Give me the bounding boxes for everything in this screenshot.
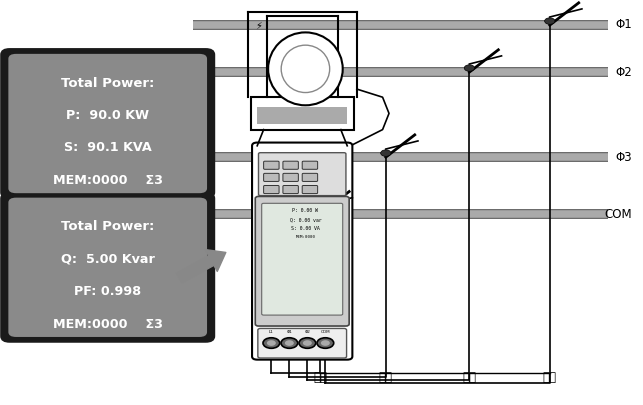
FancyBboxPatch shape: [283, 173, 298, 181]
FancyBboxPatch shape: [2, 50, 213, 197]
Text: COM: COM: [321, 330, 330, 334]
Text: Φ3: Φ3: [615, 151, 632, 164]
FancyBboxPatch shape: [264, 173, 279, 181]
Circle shape: [267, 340, 276, 346]
Text: L1: L1: [269, 330, 274, 334]
FancyBboxPatch shape: [255, 196, 349, 326]
Text: Φ2: Φ2: [304, 330, 311, 334]
Circle shape: [321, 340, 330, 346]
FancyBboxPatch shape: [257, 107, 347, 124]
FancyBboxPatch shape: [258, 328, 347, 358]
FancyBboxPatch shape: [264, 185, 279, 194]
Circle shape: [285, 340, 294, 346]
Text: MEM:0000    Σ3: MEM:0000 Σ3: [53, 174, 163, 187]
FancyBboxPatch shape: [251, 97, 354, 130]
Text: S: 0.00 VA: S: 0.00 VA: [291, 226, 320, 231]
Text: Q:  5.00 Kvar: Q: 5.00 Kvar: [61, 253, 154, 266]
FancyArrowPatch shape: [177, 249, 226, 283]
Text: S:  90.1 KVA: S: 90.1 KVA: [64, 141, 152, 154]
Circle shape: [381, 150, 391, 156]
FancyBboxPatch shape: [302, 185, 318, 194]
Text: Φ1: Φ1: [615, 18, 632, 31]
Text: 黑色: 黑色: [313, 371, 327, 384]
Circle shape: [464, 65, 475, 71]
FancyBboxPatch shape: [8, 54, 207, 193]
FancyBboxPatch shape: [262, 203, 343, 315]
FancyBboxPatch shape: [302, 173, 318, 181]
Text: MEM:0000: MEM:0000: [295, 235, 316, 239]
Text: Total Power:: Total Power:: [61, 220, 154, 233]
FancyBboxPatch shape: [252, 143, 352, 360]
Text: MEM:0000    Σ3: MEM:0000 Σ3: [53, 318, 163, 330]
FancyBboxPatch shape: [283, 185, 298, 194]
Circle shape: [263, 338, 280, 348]
Circle shape: [299, 338, 316, 348]
Circle shape: [303, 340, 312, 346]
Text: Q: 0.00 var: Q: 0.00 var: [289, 217, 322, 222]
Text: PF: 0.998: PF: 0.998: [74, 285, 141, 298]
Text: Φ2: Φ2: [615, 66, 632, 79]
FancyBboxPatch shape: [302, 161, 318, 169]
FancyBboxPatch shape: [8, 198, 207, 337]
Text: Total Power:: Total Power:: [61, 77, 154, 90]
Ellipse shape: [268, 32, 343, 105]
FancyBboxPatch shape: [264, 161, 279, 169]
Circle shape: [545, 18, 555, 24]
FancyBboxPatch shape: [283, 161, 298, 169]
Text: ⚡: ⚡: [255, 20, 262, 30]
Circle shape: [317, 338, 334, 348]
Text: 黄色: 黄色: [543, 371, 557, 384]
FancyBboxPatch shape: [258, 153, 346, 196]
Circle shape: [315, 207, 325, 213]
FancyBboxPatch shape: [2, 194, 213, 341]
Text: COM: COM: [604, 208, 632, 221]
Circle shape: [281, 338, 298, 348]
Ellipse shape: [281, 45, 330, 93]
Text: P:  90.0 KW: P: 90.0 KW: [66, 109, 149, 122]
Text: 绿色: 绿色: [462, 371, 476, 384]
Text: Φ1: Φ1: [287, 330, 292, 334]
Text: 红色: 红色: [379, 371, 393, 384]
Text: P: 0.00 W: P: 0.00 W: [293, 208, 318, 213]
